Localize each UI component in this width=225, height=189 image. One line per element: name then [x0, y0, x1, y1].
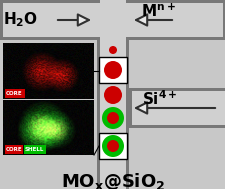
Bar	[99, 91, 126, 125]
Bar	[99, 57, 126, 83]
Circle shape	[101, 107, 124, 129]
Circle shape	[106, 140, 119, 152]
Circle shape	[101, 135, 124, 157]
Bar	[99, 3, 126, 37]
Bar	[128, 88, 225, 128]
Text: $\mathbf{MO_x@SiO_2}$: $\mathbf{MO_x@SiO_2}$	[61, 170, 164, 189]
Circle shape	[104, 61, 122, 79]
Bar	[3, 3, 222, 37]
Bar	[97, 0, 128, 189]
Bar	[24, 145, 46, 154]
Bar	[99, 133, 126, 159]
Text: SHELL: SHELL	[25, 147, 44, 152]
Bar	[0, 0, 225, 40]
Circle shape	[106, 112, 119, 124]
Bar	[5, 89, 25, 98]
Bar	[99, 0, 126, 189]
Text: CORE: CORE	[6, 147, 22, 152]
Circle shape	[104, 86, 122, 104]
Text: $\bf{M^{n+}}$: $\bf{M^{n+}}$	[140, 2, 175, 20]
Text: $\bf{H_2O}$: $\bf{H_2O}$	[3, 11, 38, 29]
Text: CORE: CORE	[6, 91, 22, 96]
Bar	[5, 145, 23, 154]
Circle shape	[108, 46, 117, 54]
Bar	[131, 91, 225, 125]
Text: $\bf{Si^{4+}}$: $\bf{Si^{4+}}$	[141, 90, 177, 108]
